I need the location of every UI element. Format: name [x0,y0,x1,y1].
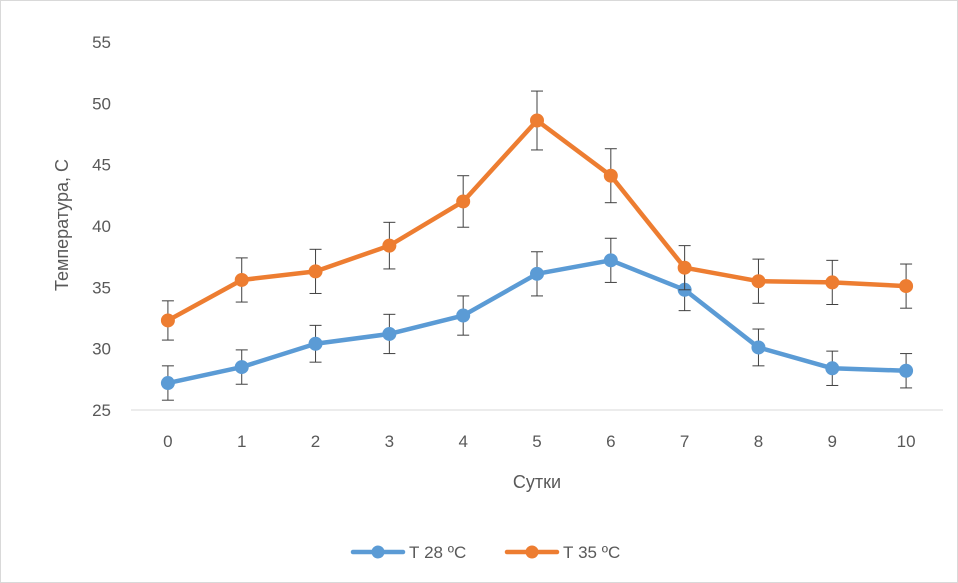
data-point [751,274,766,289]
series-2 [160,90,914,341]
data-point [382,326,397,341]
x-tick-label: 1 [237,432,246,451]
x-tick-label: 8 [754,432,763,451]
data-point [456,194,471,209]
legend-label: Т 28 ºС [409,543,466,562]
data-point [530,266,544,281]
y-tick-label: 25 [92,401,111,420]
legend-item: Т 35 ºС [504,543,620,562]
x-tick-label: 4 [458,432,467,451]
data-point [751,340,766,355]
data-point [234,360,249,375]
data-point [677,260,692,275]
data-point [160,376,175,391]
data-point [899,363,914,378]
legend: Т 28 ºС Т 35 ºС [350,543,620,562]
data-point [825,361,840,376]
y-tick-label: 45 [92,156,111,175]
data-point [603,168,618,183]
y-axis-ticks: 25 30 35 40 45 50 55 [92,33,111,420]
x-tick-label: 6 [606,432,615,451]
y-tick-label: 50 [92,94,111,113]
data-point [308,264,323,279]
y-tick-label: 30 [92,340,111,359]
data-point [234,272,249,287]
x-tick-label: 2 [311,432,320,451]
series-1 [160,237,914,401]
x-tick-label: 3 [385,432,394,451]
data-point [382,238,397,253]
data-point [456,308,471,323]
legend-item: Т 28 ºС [350,543,466,562]
series-layer [160,90,914,401]
data-point [160,313,175,328]
x-tick-label: 7 [680,432,689,451]
y-tick-label: 35 [92,278,111,297]
data-point [603,253,618,268]
x-axis-ticks: 0 1 2 3 4 5 6 7 8 9 10 [163,432,915,451]
data-point [899,279,914,294]
y-axis-title: Температура, С [52,159,72,291]
y-tick-label: 40 [92,217,111,236]
legend-marker [525,545,539,559]
x-tick-label: 0 [163,432,172,451]
data-point [825,275,840,290]
data-point [308,336,323,351]
y-tick-label: 55 [92,33,111,52]
x-tick-label: 9 [828,432,837,451]
data-point [530,113,544,128]
x-tick-label: 5 [532,432,541,451]
legend-marker [371,545,385,559]
x-axis-title: Сутки [513,472,561,492]
x-tick-label: 10 [897,432,916,451]
legend-label: Т 35 ºС [563,543,620,562]
